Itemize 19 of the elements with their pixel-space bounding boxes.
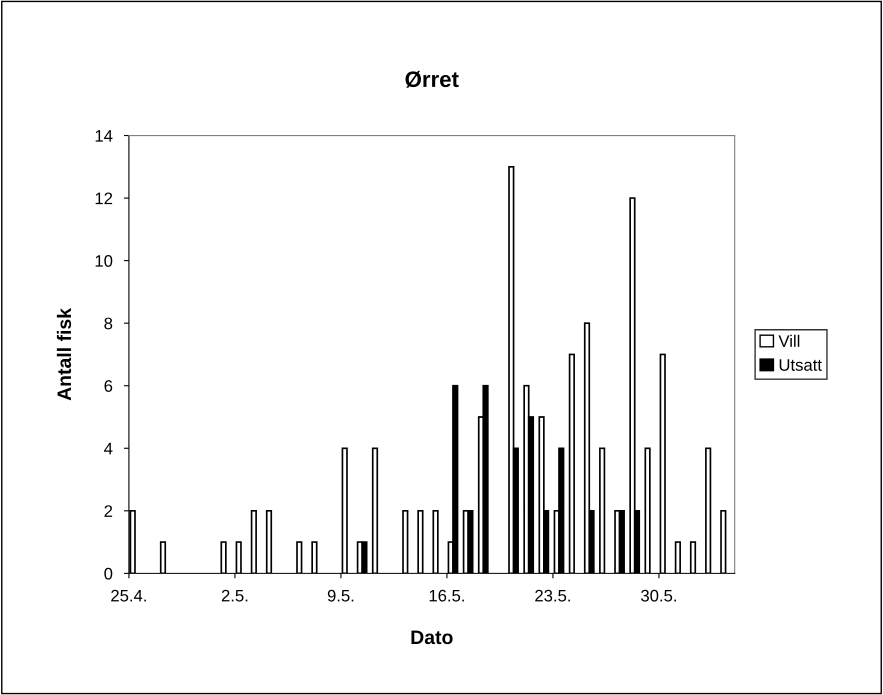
x-axis-title: Dato	[411, 630, 453, 644]
y-tick-label: 8	[104, 318, 112, 330]
y-tick-label: 10	[96, 255, 112, 267]
chart-title: Ørret	[406, 70, 459, 88]
y-axis-title: Antall fisk	[56, 308, 72, 400]
legend-label: Vill	[778, 334, 800, 347]
x-tick-label: 9.5.	[328, 590, 354, 602]
x-tick-label: 30.5.	[641, 590, 676, 602]
y-tick-label: 14	[96, 130, 112, 142]
x-tick-label: 16.5.	[430, 590, 464, 602]
y-tick-label: 2	[104, 505, 112, 517]
y-tick-label: 0	[104, 568, 112, 580]
legend-label: Utsatt	[780, 359, 822, 371]
y-tick-label: 12	[96, 192, 112, 204]
x-tick-label: 2.5.	[222, 590, 248, 602]
x-tick-label: 23.5.	[535, 590, 570, 602]
y-tick-label: 4	[104, 442, 112, 454]
x-tick-label: 25.4.	[111, 590, 146, 602]
y-tick-label: 6	[104, 380, 112, 392]
